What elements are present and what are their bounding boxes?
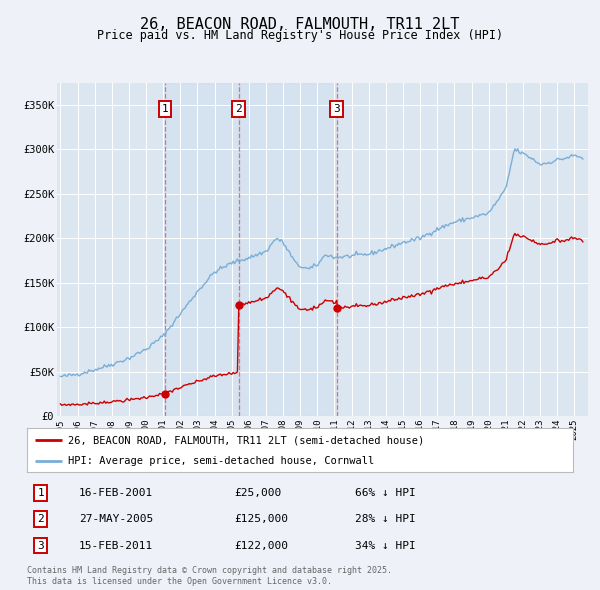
Text: 26, BEACON ROAD, FALMOUTH, TR11 2LT: 26, BEACON ROAD, FALMOUTH, TR11 2LT	[140, 17, 460, 31]
Text: 16-FEB-2001: 16-FEB-2001	[79, 488, 153, 498]
Text: 1: 1	[162, 104, 169, 114]
Text: 26, BEACON ROAD, FALMOUTH, TR11 2LT (semi-detached house): 26, BEACON ROAD, FALMOUTH, TR11 2LT (sem…	[68, 435, 424, 445]
Text: 66% ↓ HPI: 66% ↓ HPI	[355, 488, 415, 498]
Text: 2: 2	[37, 514, 44, 524]
Text: 27-MAY-2005: 27-MAY-2005	[79, 514, 153, 524]
Bar	[239, 83, 337, 416]
Text: 15-FEB-2011: 15-FEB-2011	[79, 540, 153, 550]
Text: £25,000: £25,000	[235, 488, 282, 498]
Text: 28% ↓ HPI: 28% ↓ HPI	[355, 514, 415, 524]
Text: 34% ↓ HPI: 34% ↓ HPI	[355, 540, 415, 550]
Text: 1: 1	[37, 488, 44, 498]
Text: Contains HM Land Registry data © Crown copyright and database right 2025.
This d: Contains HM Land Registry data © Crown c…	[27, 566, 392, 586]
Text: 3: 3	[333, 104, 340, 114]
Text: HPI: Average price, semi-detached house, Cornwall: HPI: Average price, semi-detached house,…	[68, 456, 374, 466]
Text: Price paid vs. HM Land Registry's House Price Index (HPI): Price paid vs. HM Land Registry's House …	[97, 30, 503, 42]
Text: £122,000: £122,000	[235, 540, 289, 550]
Bar	[165, 83, 239, 416]
Text: 2: 2	[235, 104, 242, 114]
Text: 3: 3	[37, 540, 44, 550]
Text: £125,000: £125,000	[235, 514, 289, 524]
